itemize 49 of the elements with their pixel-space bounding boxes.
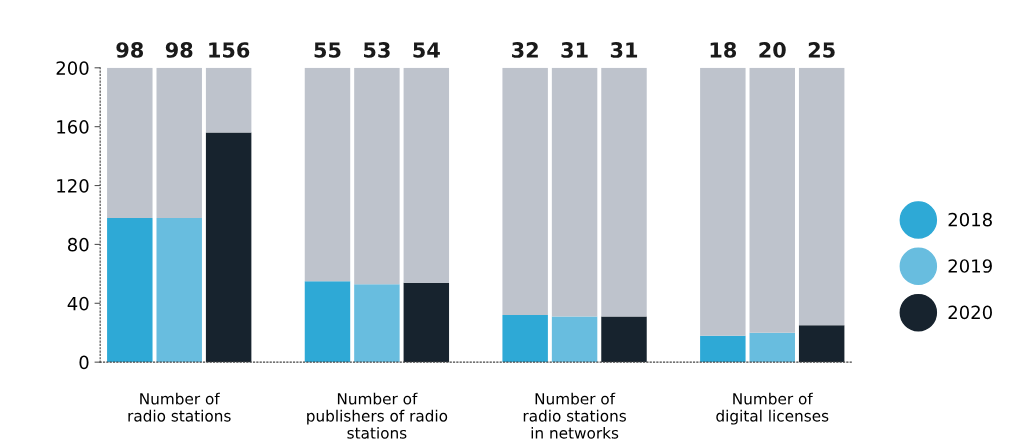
text: 31 (610, 42, 638, 58)
bar (700, 335, 746, 363)
bar (749, 332, 795, 363)
bar (700, 67, 746, 336)
y-tick-label: 160 (57, 120, 89, 134)
y-tick-label: 80 (67, 237, 89, 252)
bar (502, 67, 548, 316)
bar (798, 325, 845, 363)
y-tick-label: 0 (79, 355, 89, 370)
text: 32 (512, 42, 538, 58)
text: 20 (759, 42, 786, 58)
bar (601, 316, 647, 363)
text: 18 (710, 42, 737, 58)
legend-label: 2020 (948, 305, 992, 320)
y-tick-label: 40 (67, 296, 89, 311)
x-tick-label: Number of radio stations in networks (523, 392, 626, 439)
bar (551, 67, 598, 317)
bar (502, 315, 548, 363)
bar (107, 67, 153, 218)
bar (304, 67, 351, 282)
bar (354, 67, 400, 285)
x-tick-label: Number of digital licenses (716, 392, 829, 425)
bar (354, 284, 400, 363)
bar (798, 67, 845, 326)
x-tick-label: Number of publishers of radio stations (307, 392, 448, 439)
x-tick-label: Number of radio stations (128, 392, 231, 422)
text: 98 (165, 42, 193, 58)
bar (205, 132, 252, 363)
bar (156, 217, 202, 363)
text: 53 (364, 42, 390, 58)
text: 25 (808, 42, 835, 58)
bar (601, 67, 647, 317)
y-tick-label: 120 (57, 179, 89, 193)
bar (749, 67, 795, 333)
y-tick-label: 200 (56, 61, 89, 75)
text: 156 (209, 42, 250, 58)
legend-label: 2019 (948, 259, 992, 273)
bar (205, 67, 252, 133)
bar (403, 67, 450, 283)
bar (107, 217, 153, 363)
text: 54 (413, 42, 440, 58)
bar (403, 282, 450, 363)
text: 31 (561, 42, 588, 58)
bar (304, 281, 351, 363)
bar (156, 67, 202, 218)
text: 55 (314, 42, 341, 58)
legend-label: 2018 (948, 212, 992, 227)
bar (551, 316, 598, 363)
text: 98 (116, 42, 144, 58)
